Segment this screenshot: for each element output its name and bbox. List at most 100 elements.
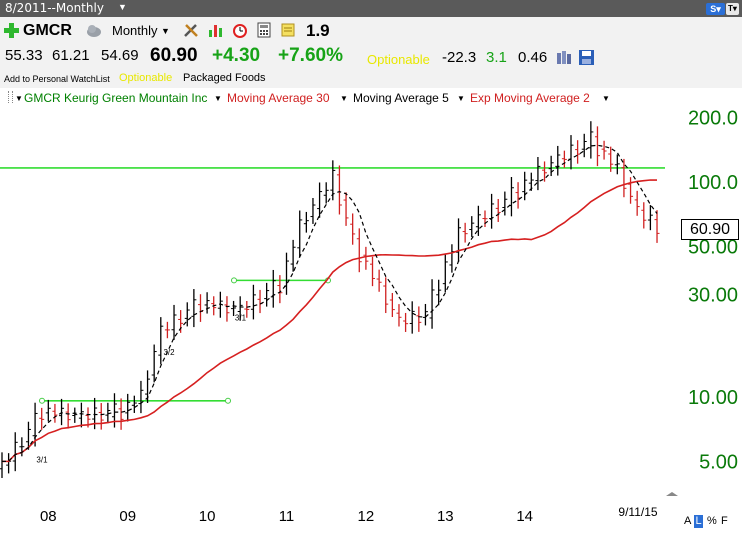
price-bar [217, 291, 223, 318]
chevron-down-icon[interactable]: ▼ [214, 94, 222, 103]
high-price: 61.21 [52, 47, 90, 64]
chevron-down-icon[interactable]: ▼ [602, 94, 610, 103]
price-bar [224, 296, 230, 322]
toolbar: GMCR Monthly ▼ 1.9 55.33 61.21 54.69 60.… [0, 17, 742, 89]
x-tick-label: 10 [199, 508, 216, 525]
period-label[interactable]: 8/2011--Monthly [5, 1, 104, 15]
price-bar [317, 182, 323, 218]
price-bar [469, 216, 475, 237]
price-bar [151, 344, 157, 383]
legend-ma30[interactable]: Moving Average 30 [227, 91, 330, 105]
price-bar [608, 146, 614, 172]
scale-a-toggle[interactable]: A [684, 515, 692, 527]
legend-ema2[interactable]: Exp Moving Average 2 [470, 91, 590, 105]
price-bar [12, 432, 18, 472]
legend-ma5[interactable]: Moving Average 5 [353, 91, 449, 105]
split-annotation: 3/2 [163, 348, 175, 357]
sv-button[interactable]: S▾ [706, 3, 725, 15]
x-tick-label: 14 [516, 508, 533, 525]
price-bar [376, 269, 382, 292]
price-bar [409, 301, 415, 334]
low-price: 54.69 [101, 47, 139, 64]
price-bar [396, 304, 402, 327]
legend-grip-icon[interactable] [8, 91, 13, 103]
price-bar [614, 154, 620, 175]
price-bar [535, 156, 541, 191]
price-bar [65, 403, 71, 429]
price-bar [356, 228, 362, 273]
optionable-small-label: Optionable [119, 72, 173, 84]
y-tick-label: 100.0 [688, 172, 738, 194]
price-bar [370, 256, 376, 287]
price-bar [264, 282, 270, 307]
split-annotation: 3/1 [235, 313, 247, 322]
price-bar [542, 161, 548, 182]
cloud-icon[interactable] [86, 24, 102, 38]
calculator-icon[interactable] [256, 22, 272, 38]
price-bar [422, 303, 428, 326]
chart-bars-icon[interactable] [208, 22, 224, 38]
price-bar [164, 321, 170, 339]
scroll-up-icon[interactable] [666, 492, 678, 496]
y-tick-label: 5.00 [699, 452, 738, 474]
price-bar [502, 191, 508, 216]
x-tick-label: 08 [40, 508, 57, 525]
x-tick-label: 09 [119, 508, 136, 525]
scale-f-toggle[interactable]: F [721, 515, 728, 527]
chevron-down-icon[interactable]: ▼ [457, 94, 465, 103]
price-bar [59, 398, 65, 426]
title-bar: 8/2011--Monthly ▼ S▾ T▾ [0, 0, 742, 17]
price-bar [303, 211, 309, 233]
line-anchor-point [225, 397, 231, 404]
industry-label[interactable]: Packaged Foods [183, 72, 266, 84]
price-bar [343, 192, 349, 226]
books-icon[interactable] [556, 50, 572, 65]
price-bar [403, 312, 409, 332]
chevron-down-icon[interactable]: ▼ [118, 2, 127, 12]
y-tick-label: 30.00 [688, 284, 738, 306]
price-bar [482, 210, 488, 228]
price-bar [204, 292, 210, 314]
legend-security[interactable]: GMCR Keurig Green Mountain Inc [24, 91, 208, 105]
price-change: +4.30 [212, 45, 261, 66]
line-anchor-point [39, 397, 45, 404]
symbol-field[interactable]: GMCR [23, 22, 72, 39]
price-bar [323, 182, 329, 204]
price-bar [98, 403, 104, 430]
add-icon[interactable] [4, 23, 19, 38]
chevron-down-icon[interactable]: ▼ [15, 94, 23, 103]
x-tick-label: 13 [437, 508, 454, 525]
save-icon[interactable] [579, 50, 594, 65]
price-bar [442, 253, 448, 293]
ma30-line [1, 179, 658, 463]
chevron-down-icon[interactable]: ▼ [161, 26, 170, 36]
note-icon[interactable] [280, 22, 296, 38]
price-bar [290, 239, 296, 272]
price-bar [125, 393, 131, 422]
chart-background [0, 108, 742, 533]
price-bar [118, 398, 124, 430]
price-chart[interactable]: 200.0 100.0 50.00 30.00 10.00 5.00 08 09 10 11 12 1… [0, 108, 742, 533]
y-tick-label: 50.00 [688, 237, 738, 259]
period-select[interactable]: Monthly [112, 23, 158, 38]
tv-button[interactable]: T▾ [726, 3, 739, 15]
scale-log-toggle[interactable]: L [694, 515, 703, 528]
price-bar [495, 198, 501, 222]
price-bar [72, 407, 78, 423]
price-bar [297, 210, 303, 258]
price-bar [270, 269, 276, 308]
price-bar [78, 402, 84, 428]
price-bar [575, 140, 581, 164]
chevron-down-icon[interactable]: ▼ [340, 94, 348, 103]
chart-legend: ▼ GMCR Keurig Green Mountain Inc ▼ Movin… [0, 88, 742, 108]
add-to-watchlist-link[interactable]: Add to Personal WatchList [4, 74, 110, 84]
price-bar [171, 304, 177, 340]
price-bar [416, 306, 422, 332]
price-bar [105, 402, 111, 424]
y-tick-label: 200.0 [688, 108, 738, 129]
tools-icon[interactable] [183, 22, 199, 38]
price-bar [641, 202, 647, 229]
alarm-clock-icon[interactable] [232, 22, 248, 38]
scale-percent-toggle[interactable]: % [707, 515, 717, 527]
price-bar [237, 296, 243, 321]
